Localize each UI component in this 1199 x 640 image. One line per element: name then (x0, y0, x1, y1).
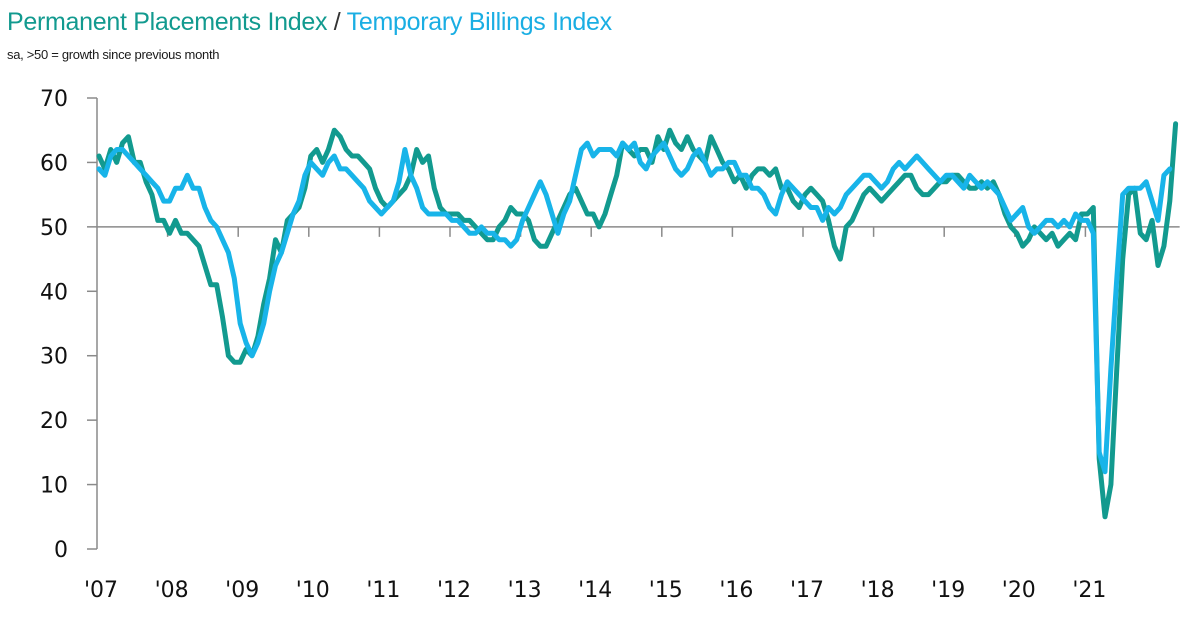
title-separator: / (327, 8, 347, 36)
y-tick-label: 70 (40, 87, 68, 112)
y-tick-label: 60 (40, 151, 68, 176)
x-tick-label: '19 (931, 578, 965, 603)
x-tick-label: '08 (155, 578, 189, 603)
y-tick-label: 50 (40, 216, 68, 241)
y-tick-label: 30 (40, 345, 68, 370)
y-tick-label: 20 (40, 409, 68, 434)
series-layer (96, 121, 1179, 520)
y-tick-label: 40 (40, 280, 68, 305)
y-tick-label: 0 (54, 538, 68, 563)
series-line-permanent (96, 121, 1179, 520)
x-tick-label: '11 (366, 578, 400, 603)
title-permanent-placements: Permanent Placements Index (7, 8, 328, 36)
x-tick-label: '16 (719, 578, 753, 603)
x-tick-label: '21 (1072, 578, 1106, 603)
x-tick-label: '07 (84, 578, 118, 603)
x-tick-label: '14 (578, 578, 612, 603)
title-temporary-billings: Temporary Billings Index (346, 8, 612, 36)
chart-title: Permanent Placements Index / Temporary B… (7, 8, 612, 37)
x-tick-label: '15 (649, 578, 683, 603)
x-tick-label: '17 (790, 578, 824, 603)
x-tick-label: '18 (861, 578, 895, 603)
x-tick-label: '12 (437, 578, 471, 603)
y-tick-label: 10 (40, 474, 68, 499)
axes: 0 10 20 30 40 50 60 70 '07 '08 '09 '10 '11 '12 '13 '14 '… (40, 87, 1180, 603)
x-tick-label: '09 (225, 578, 259, 603)
series-line-temporary (96, 140, 1173, 475)
x-tick-label: '20 (1002, 578, 1036, 603)
x-tick-label: '13 (508, 578, 542, 603)
chart-subtitle: sa, >50 = growth since previous month (7, 47, 220, 62)
x-tick-label: '10 (296, 578, 330, 603)
